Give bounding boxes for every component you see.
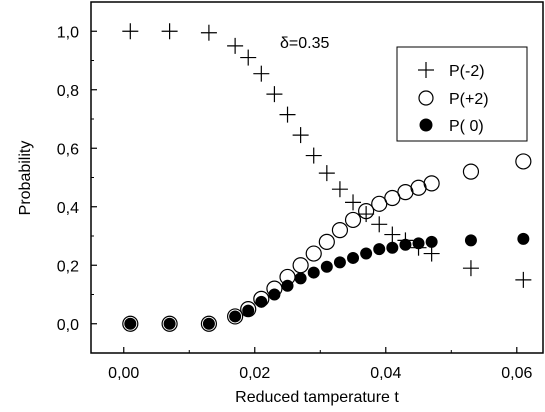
point-p-minus2 [240, 49, 257, 66]
point-p-plus2 [161, 315, 178, 332]
point-p-0 [229, 310, 242, 323]
point-p-minus2 [227, 37, 244, 54]
point-p-minus2 [384, 226, 401, 243]
delta-annotation: δ=0.35 [280, 35, 329, 52]
point-p-minus2 [397, 232, 414, 249]
point-p-minus2 [423, 245, 440, 262]
x-tick-label: 0,02 [239, 365, 270, 382]
point-p-plus2 [515, 153, 532, 170]
point-p-minus2 [515, 271, 532, 288]
y-tick-label: 0,4 [57, 200, 79, 217]
point-p-plus2 [344, 211, 362, 229]
point-p-minus2 [200, 24, 217, 41]
point-p-plus2 [227, 308, 244, 325]
point-p-minus2 [292, 127, 309, 144]
point-p-minus2 [318, 165, 335, 182]
legend-marker-open-circle [418, 90, 434, 106]
point-p-minus2 [462, 260, 479, 277]
legend: P(-2) P(+2) P( 0) [396, 46, 528, 142]
legend-label-p-0: P( 0) [449, 118, 484, 135]
point-p-minus2 [279, 106, 296, 123]
legend-marker-filled-circle [419, 118, 433, 132]
point-p-0 [202, 317, 215, 330]
y-tick-label: 0,8 [57, 83, 79, 100]
y-tick-label: 1,0 [57, 24, 79, 41]
point-p-0 [347, 251, 360, 264]
point-p-plus2 [292, 257, 309, 274]
point-p-minus2 [266, 86, 283, 103]
point-p-minus2 [122, 23, 139, 40]
axis-ticks: 0,00 0,02 0,04 0,06 0,0 0,2 0,4 0,6 0,8 1,0 [57, 24, 533, 382]
point-p-plus2 [122, 315, 139, 332]
point-p-plus2 [266, 280, 283, 297]
legend-marker-plus [418, 62, 434, 78]
point-p-0 [464, 234, 477, 247]
point-p-minus2 [305, 147, 322, 164]
legend-label-p-minus2: P(-2) [449, 63, 485, 80]
point-p-plus2 [279, 268, 296, 286]
point-p-plus2 [305, 245, 322, 262]
y-axis-label: Probability [17, 141, 34, 216]
data-marks [122, 23, 532, 332]
point-p-0 [163, 317, 176, 330]
x-axis-label: Reduced tamperature t [235, 389, 399, 406]
point-p-0 [373, 243, 386, 256]
point-p-minus2 [345, 194, 362, 211]
point-p-0 [294, 272, 307, 285]
point-p-0 [124, 317, 137, 330]
point-p-0 [360, 247, 373, 260]
point-p-plus2 [331, 222, 349, 239]
point-p-0 [281, 279, 294, 292]
point-p-0 [517, 232, 530, 245]
y-tick-label: 0,0 [57, 317, 79, 334]
point-p-plus2 [462, 163, 480, 180]
point-p-minus2 [371, 216, 388, 233]
legend-box [396, 46, 528, 142]
point-p-minus2 [253, 65, 270, 82]
point-p-0 [320, 260, 333, 273]
point-p-0 [242, 304, 255, 317]
point-p-minus2 [161, 23, 178, 40]
y-tick-label: 0,2 [57, 258, 79, 275]
point-p-0 [255, 295, 268, 308]
point-p-plus2 [200, 315, 218, 332]
point-p-minus2 [358, 206, 375, 223]
x-tick-label: 0,06 [501, 365, 532, 382]
y-tick-label: 0,6 [57, 141, 79, 158]
point-p-minus2 [331, 181, 348, 198]
point-p-0 [333, 256, 346, 269]
point-p-plus2 [423, 175, 440, 192]
x-tick-label: 0,04 [370, 365, 401, 382]
legend-label-p-plus2: P(+2) [449, 91, 489, 108]
point-p-0 [307, 266, 320, 279]
x-tick-label: 0,00 [108, 365, 139, 382]
point-p-minus2 [410, 239, 427, 256]
point-p-plus2 [253, 290, 270, 307]
point-p-0 [386, 241, 399, 254]
point-p-plus2 [318, 233, 335, 250]
point-p-plus2 [240, 301, 257, 318]
